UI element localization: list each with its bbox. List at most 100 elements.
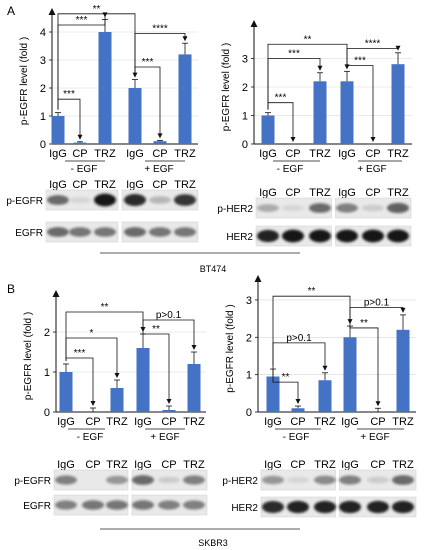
blot-3: IgG CP TRZ IgG CP TRZ p-HER2 HER2 [222,459,417,518]
blot-band [387,202,409,214]
blot-band [69,227,91,237]
blot-row-label: HER2 [226,232,253,243]
blot-row-label: HER2 [231,503,258,514]
blot-row-label: EGFR [23,501,51,512]
bracket-arrowhead [370,137,376,142]
group-label: - EGF [283,432,310,443]
bar [51,116,65,144]
x-tick-label: CP [85,416,100,428]
significance-label: *** [142,57,154,68]
y-tick-label: 2 [40,83,46,95]
panel-a-cell-line: BT474 [200,264,227,274]
blot-lane-label: CP [370,459,385,471]
y-tick-label: 0 [242,139,248,151]
blot-band [339,500,361,514]
bracket-arrowhead [102,12,108,18]
blot-band [94,227,116,237]
bar [98,32,112,144]
bar [136,348,150,412]
group-label: + EGF [150,432,179,443]
y-axis-label: p-EGFR level (fold ) [225,304,236,392]
y-axis-label: p-EGFR level (fold ) [23,312,34,400]
blot-lane-label: TRZ [314,459,336,471]
significance-label: **** [152,23,168,34]
blot-band [336,229,358,243]
x-tick-label: TRZ [94,148,116,160]
y-tick-label: 0 [40,139,46,151]
bracket-arrowhead [77,134,83,140]
panel-b-cell-line: SKBR3 [198,538,228,548]
bar [313,81,327,144]
blot-band [314,475,336,485]
y-axis-label: p-EGFR level (fold ) [19,37,30,125]
x-tick-label: CP [161,416,176,428]
y-tick-label: 1 [246,370,252,382]
blot-band [183,475,205,485]
blot-lane-label: TRZ [392,459,414,471]
blot-lane-label: CP [365,187,380,199]
blot-band [314,500,336,514]
x-tick-label: TRZ [392,416,414,428]
significance-label: ** [101,302,109,313]
significance-label: p>0.1 [286,333,312,344]
blot-lane-label: TRZ [174,179,196,191]
bar [153,141,167,144]
significance-label: *** [76,15,88,26]
blot-band [158,500,180,510]
significance-label: ** [304,34,312,45]
bracket-arrowhead [395,45,401,51]
significance-bracket [349,323,379,406]
significance-bracket [142,319,195,349]
blot-band [149,227,171,237]
blot-band [158,476,180,484]
x-tick-label: IgG [134,416,152,428]
blot-band [47,227,69,237]
blot-band [287,500,309,514]
y-tick-label: 3 [40,55,46,67]
y-tick-label: 2 [246,332,252,344]
group-label: + EGF [360,432,389,443]
bracket-arrowhead [157,133,163,139]
bar [340,81,354,144]
bar [73,142,87,144]
bar [396,329,410,412]
y-tick-label: 0 [44,407,50,419]
bar [110,388,124,412]
x-tick-label: CP [72,148,87,160]
blot-band [69,196,91,204]
blot-band [339,475,361,485]
y-tick-label: 1 [242,111,248,123]
significance-bracket [272,342,326,370]
x-tick-label: TRZ [183,416,205,428]
blot-band [262,475,284,485]
significance-label: p>0.1 [156,310,182,321]
bracket-arrowhead [182,36,188,42]
bar [178,54,192,144]
bracket-arrowhead [317,65,323,71]
significance-label: * [90,328,94,339]
y-tick-label: 3 [246,295,252,307]
significance-label: **** [365,39,381,50]
blot-band [55,500,77,510]
bracket-arrowhead [114,373,120,378]
x-tick-label: IgG [341,416,359,428]
bar [343,337,357,412]
blot-lane-label: TRZ [106,459,128,471]
group-label: + EGF [144,164,173,175]
x-tick-label: IgG [264,416,282,428]
x-tick-label: IgG [49,148,67,160]
x-tick-label: CP [370,416,385,428]
group-label: - EGF [77,432,104,443]
y-axis-arrow [48,8,56,15]
significance-label: p>0.1 [364,297,390,308]
bracket-arrowhead [90,401,96,406]
blot-lane-label: TRZ [387,187,409,199]
bracket-arrowhead [295,399,301,405]
bar [391,64,405,144]
bracket-arrowhead [375,401,381,407]
blot-band [124,227,146,237]
